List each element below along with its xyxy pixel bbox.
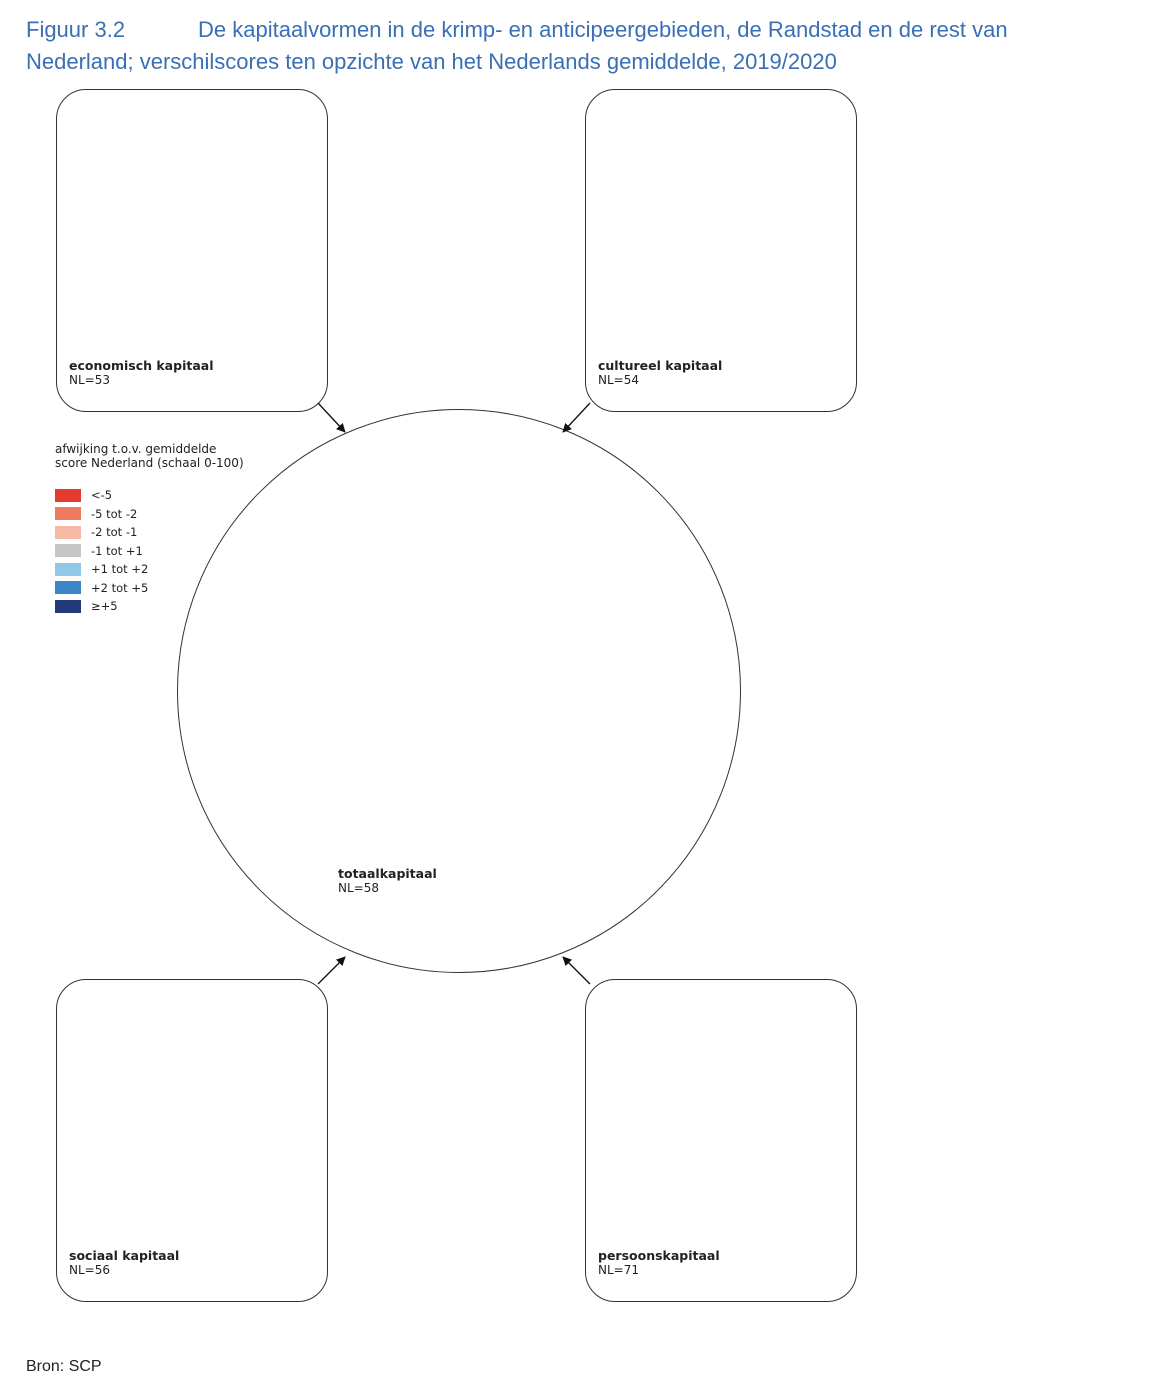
map-panel-totaal: totaalkapitaal NL=58 xyxy=(177,409,741,973)
figure-title-line1: De kapitaalvormen in de krimp- en antici… xyxy=(198,17,1008,42)
legend-swatch xyxy=(55,507,81,521)
legend-label: -5 tot -2 xyxy=(91,506,138,521)
map-label-persoons: persoonskapitaal NL=71 xyxy=(598,1248,720,1278)
map-nl-persoons: NL=71 xyxy=(598,1263,639,1277)
map-title-cultureel: cultureel kapitaal xyxy=(598,358,723,373)
figure-title: Figuur 3.2 De kapitaalvormen in de krimp-… xyxy=(26,14,1136,78)
map-title-sociaal: sociaal kapitaal xyxy=(69,1248,180,1263)
legend-label: +2 tot +5 xyxy=(91,580,149,595)
map-panel-cultureel: cultureel kapitaal NL=54 xyxy=(585,89,857,412)
map-label-cultureel: cultureel kapitaal NL=54 xyxy=(598,358,722,388)
legend: afwijking t.o.v. gemiddelde score Nederl… xyxy=(55,442,285,616)
figure-title-line2: Nederland; verschilscores ten opzichte v… xyxy=(26,49,837,74)
legend-swatch xyxy=(55,599,81,613)
map-nl-totaal: NL=58 xyxy=(338,881,379,895)
source-note: Bron: SCP xyxy=(26,1358,102,1375)
legend-items: <-5 -5 tot -2 -2 tot -1 -1 tot +1 +1 tot +2 +… xyxy=(55,486,285,616)
legend-item: +2 tot +5 xyxy=(55,579,285,598)
legend-label: <-5 xyxy=(91,488,113,503)
map-panel-economisch: economisch kapitaal NL=53 xyxy=(56,89,328,412)
map-panel-persoons: persoonskapitaal NL=71 xyxy=(585,979,857,1302)
map-nl-economisch: NL=53 xyxy=(69,373,110,387)
legend-label: -2 tot -1 xyxy=(91,525,138,540)
map-nl-sociaal: NL=56 xyxy=(69,1263,110,1277)
legend-label: -1 tot +1 xyxy=(91,543,143,558)
map-nl-cultureel: NL=54 xyxy=(598,373,639,387)
legend-item: <-5 xyxy=(55,486,285,505)
map-title-persoons: persoonskapitaal xyxy=(598,1248,720,1263)
legend-swatch xyxy=(55,581,81,595)
legend-swatch xyxy=(55,525,81,539)
map-title-totaal: totaalkapitaal xyxy=(338,866,437,881)
legend-swatch xyxy=(55,488,81,502)
legend-item: -5 tot -2 xyxy=(55,505,285,524)
legend-swatch xyxy=(55,544,81,558)
legend-item: -1 tot +1 xyxy=(55,542,285,561)
legend-title: afwijking t.o.v. gemiddelde score Nederl… xyxy=(55,442,285,470)
map-title-economisch: economisch kapitaal xyxy=(69,358,214,373)
legend-label: +1 tot +2 xyxy=(91,562,149,577)
legend-label: ≥+5 xyxy=(91,599,118,614)
legend-item: ≥+5 xyxy=(55,597,285,616)
map-label-sociaal: sociaal kapitaal NL=56 xyxy=(69,1248,179,1278)
legend-item: +1 tot +2 xyxy=(55,560,285,579)
legend-swatch xyxy=(55,562,81,576)
map-label-totaal: totaalkapitaal NL=58 xyxy=(338,866,437,896)
legend-title-line2: score Nederland (schaal 0-100) xyxy=(55,456,244,470)
figure-number: Figuur 3.2 xyxy=(26,17,126,42)
legend-title-line1: afwijking t.o.v. gemiddelde xyxy=(55,442,217,456)
map-panel-sociaal: sociaal kapitaal NL=56 xyxy=(56,979,328,1302)
map-label-economisch: economisch kapitaal NL=53 xyxy=(69,358,213,388)
legend-item: -2 tot -1 xyxy=(55,523,285,542)
